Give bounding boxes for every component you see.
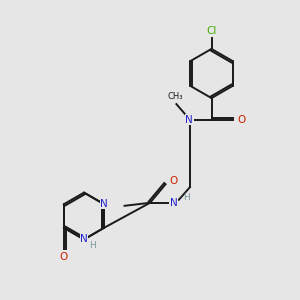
Text: H: H [183,193,190,202]
Text: H: H [90,241,96,250]
Text: CH₃: CH₃ [167,92,183,101]
Text: N: N [169,198,177,208]
Text: O: O [169,176,177,186]
Text: Cl: Cl [206,26,217,36]
Text: O: O [237,115,246,125]
Text: O: O [60,252,68,262]
Text: N: N [185,115,193,125]
Text: N: N [100,199,108,209]
Text: N: N [80,234,88,244]
